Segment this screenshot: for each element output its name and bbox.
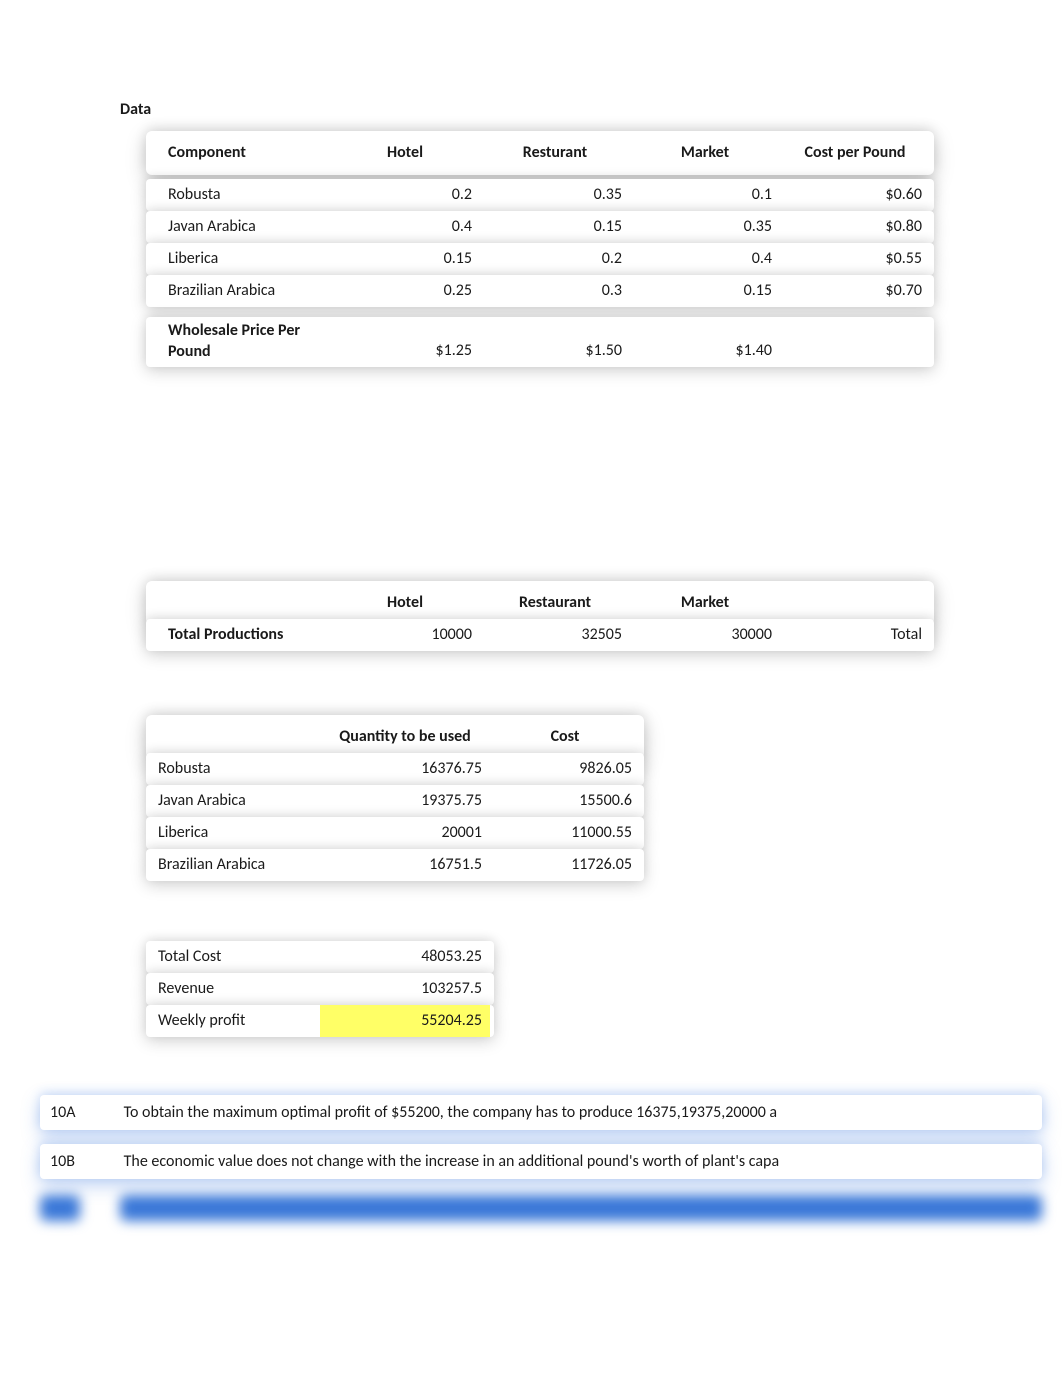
production-table: Hotel Restaurant Market Total Production…	[150, 587, 930, 651]
cell-cost: $0.70	[780, 275, 930, 307]
col-restaurant: Resturant	[480, 137, 630, 169]
cell-restaurant: 0.3	[480, 275, 630, 307]
cell-name: Robusta	[150, 753, 320, 785]
summary-label: Revenue	[150, 973, 320, 1005]
cell-qty: 20001	[320, 817, 490, 849]
cell-cost: 9826.05	[490, 753, 640, 785]
cell-restaurant: 0.2	[480, 243, 630, 275]
cell-component: Liberica	[160, 243, 330, 275]
production-hotel: 10000	[330, 619, 480, 651]
cell-restaurant: 0.15	[480, 211, 630, 243]
summary-row: Weekly profit 55204.25	[150, 1005, 490, 1037]
cell-cost: $0.55	[780, 243, 930, 275]
cell-component: Javan Arabica	[160, 211, 330, 243]
col-hotel: Hotel	[330, 587, 480, 619]
table-row: Brazilian Arabica 0.25 0.3 0.15 $0.70	[150, 275, 930, 307]
col-hotel: Hotel	[330, 137, 480, 169]
qa-id: 10B	[50, 1152, 120, 1171]
summary-table: Total Cost 48053.25 Revenue 103257.5 Wee…	[150, 941, 490, 1037]
cell-hotel: 0.2	[330, 179, 480, 211]
col-market: Market	[630, 137, 780, 169]
table-row: Liberica 0.15 0.2 0.4 $0.55	[150, 243, 930, 275]
summary-label: Weekly profit	[150, 1005, 320, 1037]
summary-value: 103257.5	[320, 973, 490, 1005]
production-total-label: Total	[780, 619, 930, 651]
cell-market: 0.1	[630, 179, 780, 211]
qty-cost-table: Quantity to be used Cost Robusta 16376.7…	[150, 721, 640, 881]
qa-text: To obtain the maximum optimal profit of …	[124, 1103, 777, 1122]
cell-qty: 16751.5	[320, 849, 490, 881]
summary-row: Total Cost 48053.25	[150, 941, 490, 973]
cell-cost: $0.80	[780, 211, 930, 243]
summary-value-highlighted: 55204.25	[320, 1005, 490, 1037]
cell-market: 0.35	[630, 211, 780, 243]
summary-label: Total Cost	[150, 941, 320, 973]
section-heading: Data	[120, 100, 1062, 119]
cell-cost: 11726.05	[490, 849, 640, 881]
production-row: Total Productions 10000 32505 30000 Tota…	[150, 619, 930, 651]
col-restaurant: Restaurant	[480, 587, 630, 619]
qty-cost-header: Quantity to be used Cost	[150, 721, 640, 753]
components-header-row: Component Hotel Resturant Market Cost pe…	[150, 137, 930, 169]
qa-row: 10B The economic value does not change w…	[0, 1146, 1062, 1177]
wholesale-hotel: $1.25	[330, 317, 480, 367]
table-row: Brazilian Arabica 16751.5 11726.05	[150, 849, 640, 881]
cell-name: Javan Arabica	[150, 785, 320, 817]
col-component: Component	[160, 137, 330, 169]
wholesale-restaurant: $1.50	[480, 317, 630, 367]
cell-cost: $0.60	[780, 179, 930, 211]
table-row: Robusta 0.2 0.35 0.1 $0.60	[150, 179, 930, 211]
cell-component: Brazilian Arabica	[160, 275, 330, 307]
table-row: Robusta 16376.75 9826.05	[150, 753, 640, 785]
summary-value: 48053.25	[320, 941, 490, 973]
cell-component: Robusta	[160, 179, 330, 211]
wholesale-label: Wholesale Price Per Pound	[160, 317, 330, 367]
table-row: Liberica 20001 11000.55	[150, 817, 640, 849]
table-row: Javan Arabica 0.4 0.15 0.35 $0.80	[150, 211, 930, 243]
blurred-bar-icon	[120, 1195, 1042, 1221]
production-label: Total Productions	[160, 619, 330, 651]
cell-name: Liberica	[150, 817, 320, 849]
cell-name: Brazilian Arabica	[150, 849, 320, 881]
cell-hotel: 0.4	[330, 211, 480, 243]
col-cost: Cost per Pound	[780, 137, 930, 169]
wholesale-market: $1.40	[630, 317, 780, 367]
qa-id: 10A	[50, 1103, 120, 1122]
cell-market: 0.15	[630, 275, 780, 307]
page: Data Component Hotel Resturant Market Co…	[0, 0, 1062, 1221]
table-row: Javan Arabica 19375.75 15500.6	[150, 785, 640, 817]
cell-qty: 19375.75	[320, 785, 490, 817]
qa-text: The economic value does not change with …	[124, 1152, 780, 1171]
col-market: Market	[630, 587, 780, 619]
summary-row: Revenue 103257.5	[150, 973, 490, 1005]
components-table: Component Hotel Resturant Market Cost pe…	[150, 137, 930, 367]
col-qty: Quantity to be used	[320, 721, 490, 753]
qa-row: 10A To obtain the maximum optimal profit…	[0, 1097, 1062, 1128]
wholesale-row: Wholesale Price Per Pound $1.25 $1.50 $1…	[150, 317, 930, 367]
qa-block: 10A To obtain the maximum optimal profit…	[0, 1097, 1062, 1221]
cell-cost: 15500.6	[490, 785, 640, 817]
cell-hotel: 0.25	[330, 275, 480, 307]
col-cost: Cost	[490, 721, 640, 753]
production-header: Hotel Restaurant Market	[150, 587, 930, 619]
cell-hotel: 0.15	[330, 243, 480, 275]
cell-qty: 16376.75	[320, 753, 490, 785]
production-market: 30000	[630, 619, 780, 651]
cell-restaurant: 0.35	[480, 179, 630, 211]
blurred-bar-icon	[40, 1195, 80, 1221]
production-restaurant: 32505	[480, 619, 630, 651]
cell-market: 0.4	[630, 243, 780, 275]
cell-cost: 11000.55	[490, 817, 640, 849]
blurred-hidden-row	[0, 1195, 1062, 1221]
